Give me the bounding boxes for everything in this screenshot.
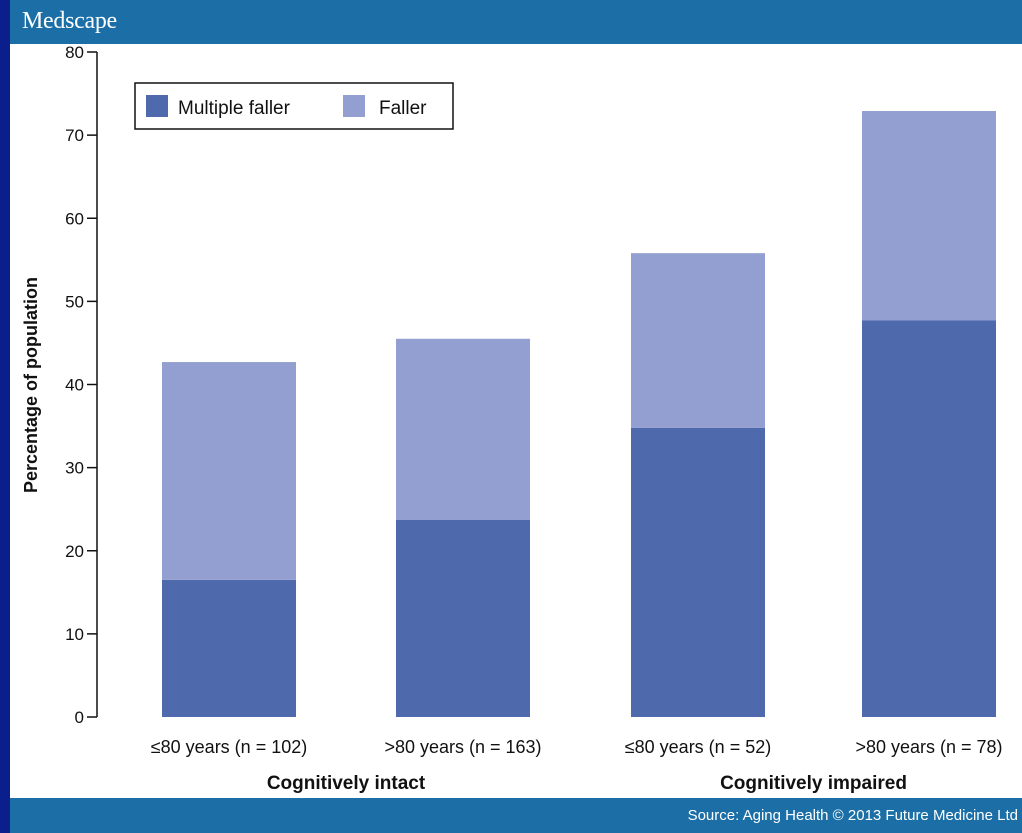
y-tick-label: 50 (65, 292, 84, 311)
y-tick-label: 60 (65, 209, 84, 228)
y-axis-label: Percentage of population (21, 277, 41, 493)
top-bar: Medscape (10, 0, 1022, 44)
y-tick-label: 40 (65, 376, 84, 395)
bar-multiple-faller-1 (396, 519, 530, 717)
y-tick-label: 80 (65, 43, 84, 62)
legend-swatch-faller (343, 95, 365, 117)
x-category-label: ≤80 years (n = 102) (151, 737, 307, 757)
bar-multiple-faller-3 (862, 320, 996, 717)
legend-box (134, 82, 454, 130)
bar-multiple-faller-0 (162, 579, 296, 717)
slide-frame: Medscape Percentage of population 0 10 20 3… (10, 0, 1022, 833)
bar-faller-0 (162, 362, 296, 580)
bottom-bar: Source: Aging Health © 2013 Future Medic… (10, 798, 1022, 833)
x-category-label: ≤80 years (n = 52) (625, 737, 771, 757)
bar-multiple-faller-2 (631, 427, 765, 717)
y-tick-label: 0 (75, 708, 84, 727)
source-credit: Source: Aging Health © 2013 Future Medic… (687, 807, 1018, 824)
y-axis: 0 10 20 30 40 50 60 70 80 (65, 43, 98, 727)
y-tick-label: 30 (65, 459, 84, 478)
bars (162, 111, 996, 717)
legend-swatch-multiple-faller (146, 95, 168, 117)
x-group-label: Cognitively intact (267, 773, 426, 794)
legend-label-multiple-faller: Multiple faller (178, 98, 291, 119)
x-group-label: Cognitively impaired (720, 773, 907, 794)
x-category-label: >80 years (n = 78) (855, 737, 1002, 757)
bar-faller-1 (396, 338, 530, 520)
legend: Multiple faller Faller (134, 82, 454, 130)
x-axis-labels: ≤80 years (n = 102) >80 years (n = 163) ≤8… (151, 737, 1003, 794)
y-tick-label: 10 (65, 625, 84, 644)
legend-label-faller: Faller (379, 98, 427, 119)
bar-faller-3 (862, 111, 996, 321)
medscape-logo: Medscape (22, 8, 117, 34)
stacked-bar-chart: Percentage of population 0 10 20 30 40 50 60 70… (21, 43, 1003, 794)
x-category-label: >80 years (n = 163) (384, 737, 541, 757)
bar-faller-2 (631, 253, 765, 428)
y-tick-label: 20 (65, 542, 84, 561)
y-tick-label: 70 (65, 126, 84, 145)
